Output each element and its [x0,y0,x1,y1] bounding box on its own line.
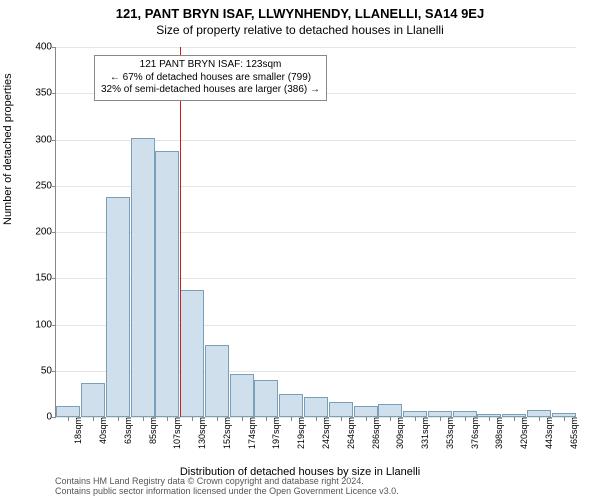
xtick-mark [118,417,119,421]
xtick-label: 197sqm [269,417,281,449]
histogram-bar [279,394,303,417]
chart-subtitle: Size of property relative to detached ho… [0,21,600,37]
xtick-mark [266,417,267,421]
ytick-label: 50 [41,365,56,376]
xtick-label: 465sqm [567,417,579,449]
xtick-mark [390,417,391,421]
histogram-bar [378,404,402,417]
histogram-bar [527,410,551,417]
xtick-mark [291,417,292,421]
xtick-label: 331sqm [418,417,430,449]
xtick-label: 376sqm [468,417,480,449]
xtick-mark [192,417,193,421]
histogram-bar [230,374,254,417]
xtick-label: 18sqm [71,417,83,444]
xtick-label: 152sqm [220,417,232,449]
annotation-line: 121 PANT BRYN ISAF: 123sqm [101,59,320,72]
xtick-label: 443sqm [542,417,554,449]
histogram-bar [329,402,353,417]
xtick-label: 309sqm [393,417,405,449]
xtick-label: 85sqm [146,417,158,444]
xtick-label: 40sqm [96,417,108,444]
xtick-mark [217,417,218,421]
xtick-mark [93,417,94,421]
xtick-label: 130sqm [195,417,207,449]
xtick-mark [167,417,168,421]
xtick-mark [489,417,490,421]
ytick-label: 200 [35,227,56,238]
ytick-label: 250 [35,180,56,191]
ytick-label: 300 [35,134,56,145]
histogram-bar [354,406,378,417]
xtick-mark [341,417,342,421]
annotation-line: 32% of semi-detached houses are larger (… [101,84,320,97]
xtick-mark [366,417,367,421]
xtick-label: 398sqm [492,417,504,449]
xtick-label: 420sqm [517,417,529,449]
xtick-label: 219sqm [294,417,306,449]
chart-title: 121, PANT BRYN ISAF, LLWYNHENDY, LLANELL… [0,0,600,21]
plot-area: 05010015020025030035040018sqm40sqm63sqm8… [55,47,576,418]
reference-line [180,47,181,417]
histogram-bar [155,151,179,417]
xtick-mark [415,417,416,421]
xtick-label: 242sqm [319,417,331,449]
xtick-mark [564,417,565,421]
footer-line-2: Contains public sector information licen… [55,487,399,497]
histogram-bar [81,383,105,417]
footer-attribution: Contains HM Land Registry data © Crown c… [55,477,399,497]
histogram-bar [304,397,328,417]
xtick-label: 174sqm [245,417,257,449]
histogram-bar [56,406,80,417]
xtick-label: 353sqm [443,417,455,449]
xtick-label: 264sqm [344,417,356,449]
xtick-label: 286sqm [369,417,381,449]
xtick-mark [465,417,466,421]
xtick-label: 63sqm [121,417,133,444]
xtick-mark [143,417,144,421]
xtick-mark [440,417,441,421]
ytick-label: 150 [35,273,56,284]
annotation-line: ← 67% of detached houses are smaller (79… [101,72,320,85]
xtick-mark [242,417,243,421]
histogram-bar [106,197,130,417]
xtick-label: 107sqm [170,417,182,449]
ytick-label: 100 [35,319,56,330]
y-axis-label: Number of detached properties [2,73,14,225]
histogram-bar [131,138,155,417]
histogram-bar [180,290,204,417]
ytick-label: 0 [46,412,56,423]
gridline [56,47,576,48]
xtick-mark [539,417,540,421]
xtick-mark [316,417,317,421]
annotation-box: 121 PANT BRYN ISAF: 123sqm← 67% of detac… [94,55,327,101]
xtick-mark [68,417,69,421]
histogram-bar [205,345,229,417]
ytick-label: 400 [35,42,56,53]
histogram-bar [254,380,278,417]
ytick-label: 350 [35,88,56,99]
xtick-mark [514,417,515,421]
